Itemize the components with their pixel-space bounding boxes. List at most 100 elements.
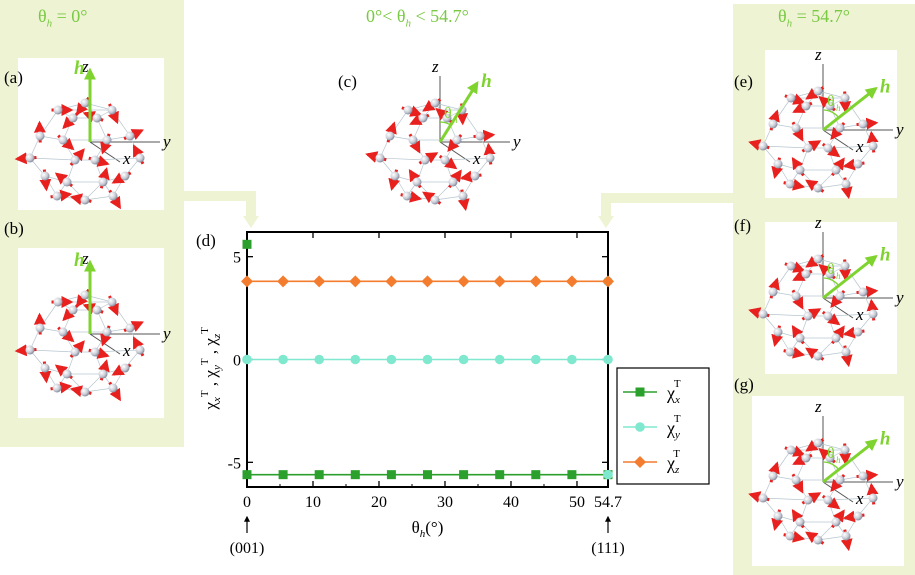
- spin-site: [868, 141, 878, 151]
- spin-site: [35, 131, 45, 141]
- field-h-letter: h: [74, 58, 85, 79]
- spin-site: [390, 171, 400, 181]
- cluster-edge: [827, 145, 874, 149]
- cluster-edge: [817, 442, 846, 451]
- x-axis-letter: x: [855, 137, 864, 156]
- data-point: [421, 275, 434, 288]
- x-tick-label: 40: [503, 494, 519, 511]
- spin-site: [90, 347, 100, 357]
- x-annotation-label: (111): [591, 540, 624, 557]
- data-point: [531, 470, 541, 480]
- spin-site: [841, 531, 851, 541]
- spin-site: [402, 191, 412, 201]
- data-point: [458, 354, 469, 365]
- spin-site: [823, 495, 833, 505]
- y-tick-label: 5: [233, 250, 241, 267]
- y-axis-letter: y: [894, 120, 904, 139]
- theta-sub-label: h: [836, 271, 841, 281]
- spin-site: [452, 135, 462, 145]
- spin-site: [758, 141, 768, 151]
- spin-site: [825, 453, 835, 463]
- spin-site: [831, 165, 841, 175]
- spin-site: [90, 155, 100, 165]
- spin-site: [840, 445, 850, 455]
- spin-site: [385, 131, 395, 141]
- spin-site: [98, 369, 108, 379]
- legend-marker: [635, 422, 645, 432]
- field-h-letter: h: [880, 76, 891, 97]
- y-axis-letter: y: [894, 472, 904, 491]
- spin-site: [68, 305, 78, 315]
- spin-site: [80, 98, 90, 108]
- data-point: [602, 275, 614, 288]
- spin-site: [853, 511, 863, 521]
- theta-label: θ: [827, 93, 835, 110]
- spin-site: [858, 471, 868, 481]
- field-h-arrow: [822, 438, 878, 484]
- spin-site: [40, 171, 50, 181]
- data-point: [567, 354, 577, 365]
- data-point: [278, 470, 288, 480]
- x-tick-label: 20: [371, 494, 387, 511]
- x-tick-label: 0: [243, 494, 251, 511]
- spin-site: [803, 143, 813, 153]
- z-axis-letter: z: [814, 45, 822, 64]
- cluster-edge: [39, 301, 59, 329]
- spin-site: [418, 113, 428, 123]
- cluster-edge: [39, 109, 59, 137]
- spin-site: [773, 511, 783, 521]
- spin-site: [813, 535, 823, 545]
- field-h-letter: h: [481, 71, 492, 92]
- theta-sub-label: h: [836, 103, 841, 113]
- cluster-edge: [444, 157, 491, 161]
- spin-site: [80, 387, 90, 397]
- spin-site: [768, 287, 778, 297]
- z-axis-letter: z: [814, 397, 822, 416]
- panel-label-b: (b): [4, 219, 24, 238]
- spin-site: [768, 471, 778, 481]
- cluster-g-background: [752, 396, 904, 566]
- data-point: [386, 470, 396, 480]
- spin-site: [825, 269, 835, 279]
- spin-site: [868, 493, 878, 503]
- spin-site: [858, 287, 868, 297]
- spin-site: [840, 261, 850, 271]
- spin-site: [786, 261, 796, 271]
- x-axis-letter: x: [472, 149, 481, 168]
- legend-marker: [635, 387, 645, 397]
- spin-site: [412, 177, 422, 187]
- cluster-edge: [817, 351, 847, 357]
- spin-site: [107, 297, 117, 307]
- x-axis-label: θh(°): [412, 518, 444, 540]
- panel-label-d: (d): [196, 231, 216, 250]
- x-tick-label: 30: [437, 494, 453, 511]
- spin-site: [135, 345, 145, 355]
- connector-left: [184, 191, 259, 228]
- spin-site: [835, 123, 845, 133]
- cluster-edge: [827, 313, 874, 317]
- spin-site: [813, 183, 823, 193]
- spin-site: [791, 123, 801, 133]
- data-point: [313, 275, 326, 288]
- spin-site: [125, 131, 135, 141]
- spin-site: [442, 113, 452, 123]
- spin-site: [108, 383, 118, 393]
- data-point: [494, 354, 505, 365]
- spin-site: [841, 179, 851, 189]
- x-axis-letter: x: [855, 489, 864, 508]
- data-point: [278, 354, 288, 365]
- data-point: [423, 470, 432, 480]
- data-point: [529, 275, 542, 288]
- z-axis-letter: z: [81, 57, 89, 76]
- y-axis-letter: y: [161, 132, 171, 151]
- spin-site: [831, 333, 841, 343]
- theta-label: θ: [444, 105, 452, 122]
- y-axis-letter: y: [161, 324, 171, 343]
- series-z: [241, 275, 614, 288]
- x-axis-letter: x: [855, 305, 864, 324]
- spin-site: [758, 309, 768, 319]
- spin-site: [795, 333, 805, 343]
- spin-site: [440, 155, 450, 165]
- cluster-edge: [827, 497, 874, 501]
- spin-cluster-b: z y x h: [14, 249, 171, 402]
